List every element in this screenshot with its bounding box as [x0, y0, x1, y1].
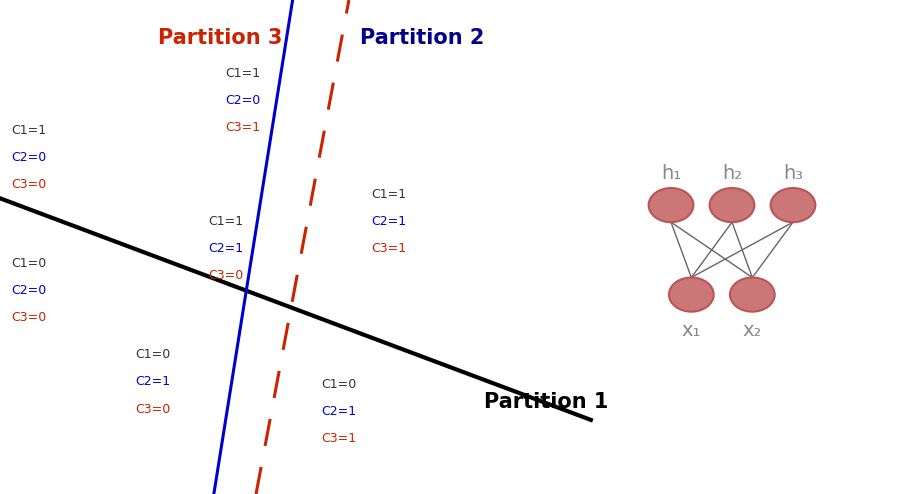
Text: h₃: h₃	[783, 164, 803, 183]
Text: Partition 2: Partition 2	[361, 29, 485, 48]
Text: C1=1: C1=1	[209, 215, 243, 228]
Text: C2=1: C2=1	[209, 242, 243, 255]
Text: C3=0: C3=0	[135, 403, 170, 415]
Text: C3=1: C3=1	[321, 432, 356, 445]
Text: C2=1: C2=1	[371, 215, 406, 228]
Text: Partition 1: Partition 1	[484, 392, 608, 412]
Text: C3=1: C3=1	[225, 121, 260, 134]
Ellipse shape	[649, 188, 694, 222]
Text: h₂: h₂	[722, 164, 742, 183]
Text: C3=0: C3=0	[11, 178, 47, 191]
Text: C1=1: C1=1	[11, 124, 47, 136]
Text: C1=0: C1=0	[11, 257, 47, 270]
Text: C2=1: C2=1	[321, 405, 356, 418]
Ellipse shape	[770, 188, 815, 222]
Text: x₁: x₁	[682, 321, 701, 340]
Text: C1=0: C1=0	[321, 378, 356, 391]
Text: C2=0: C2=0	[11, 284, 47, 297]
Text: C2=0: C2=0	[225, 94, 261, 107]
Ellipse shape	[669, 278, 714, 312]
Text: C1=1: C1=1	[225, 67, 260, 80]
Text: h₁: h₁	[661, 164, 681, 183]
Text: Partition 3: Partition 3	[157, 29, 282, 48]
Ellipse shape	[730, 278, 775, 312]
Text: x₂: x₂	[743, 321, 762, 340]
Text: C3=1: C3=1	[371, 242, 406, 255]
Text: C2=0: C2=0	[11, 151, 47, 164]
Text: C1=1: C1=1	[371, 188, 406, 201]
Text: C3=0: C3=0	[11, 311, 47, 324]
Text: C2=1: C2=1	[135, 375, 170, 388]
Text: C3=0: C3=0	[209, 269, 243, 282]
Ellipse shape	[710, 188, 754, 222]
Text: C1=0: C1=0	[135, 348, 170, 361]
